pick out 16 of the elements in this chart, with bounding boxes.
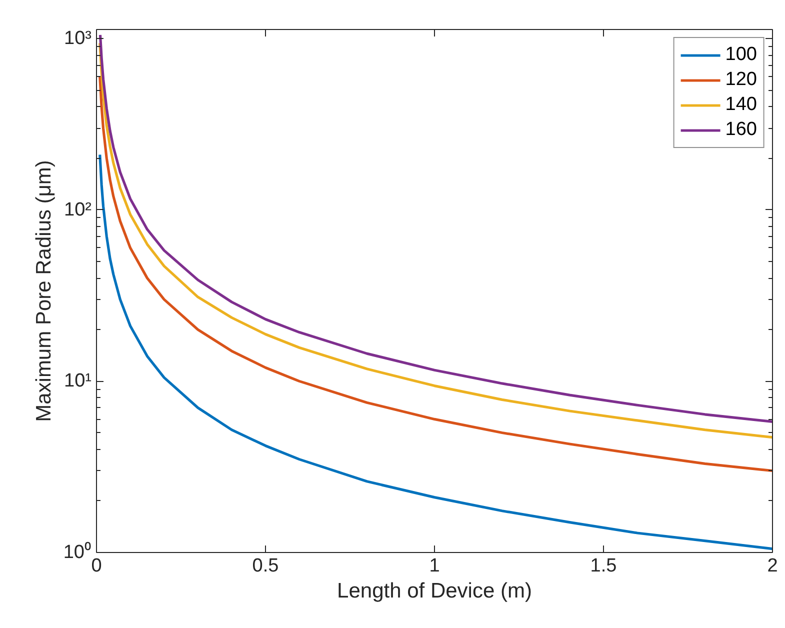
legend-label: 100 (725, 44, 757, 66)
line-series (98, 153, 772, 550)
x-tick-label: 0.5 (252, 556, 279, 576)
x-tick-label: 0 (91, 556, 102, 576)
x-tick-label: 1 (429, 556, 440, 576)
legend-label: 140 (725, 94, 757, 116)
y-tick-label: 10² (64, 199, 92, 220)
y-tick-label: 10⁰ (63, 541, 92, 563)
x-tick-label: 2 (767, 556, 778, 576)
legend-label: 160 (725, 119, 757, 141)
y-axis-title: Maximum Pore Radius (μm) (32, 160, 56, 422)
x-axis-title: Length of Device (m) (337, 580, 532, 602)
y-tick-label: 10³ (64, 28, 92, 50)
y-tick-label: 10¹ (64, 370, 92, 392)
legend-label: 120 (725, 69, 757, 91)
x-tick-label: 1.5 (590, 556, 617, 576)
